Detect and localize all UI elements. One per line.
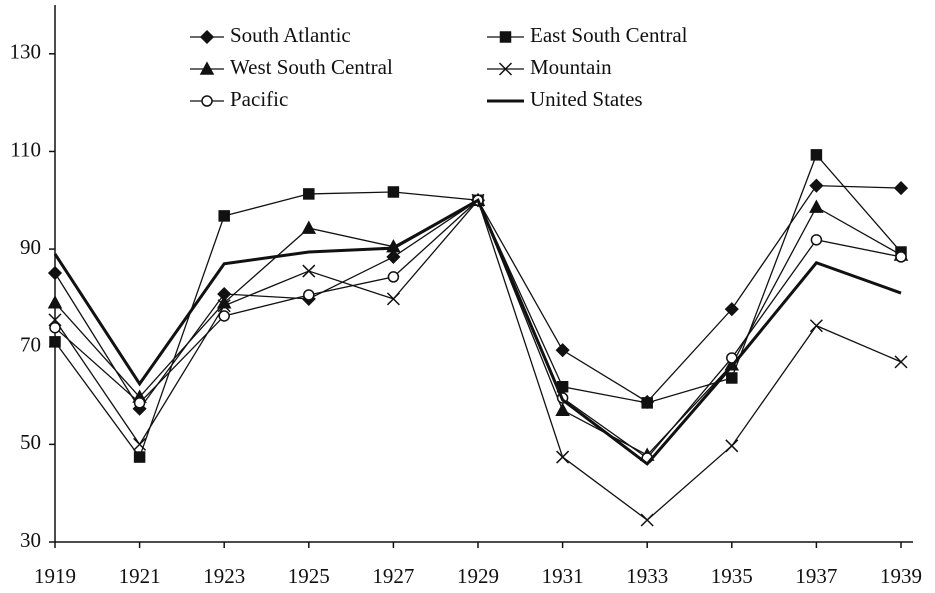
x-tick-label: 1937 <box>795 564 837 588</box>
marker-diamond <box>555 343 570 358</box>
y-tick-label: 110 <box>10 137 41 161</box>
marker-square <box>303 188 315 200</box>
legend-item: West South Central <box>190 55 393 79</box>
y-tick-label: 70 <box>20 333 41 357</box>
x-tick-label: 1925 <box>288 564 330 588</box>
marker-diamond <box>893 181 909 196</box>
x-tick-label: 1939 <box>880 564 922 588</box>
marker-diamond <box>809 178 824 193</box>
x-tick-label: 1927 <box>372 564 414 588</box>
marker-circle <box>810 234 823 246</box>
legend-label: South Atlantic <box>230 23 351 47</box>
marker-x <box>725 439 739 453</box>
legend-label: United States <box>530 87 643 111</box>
marker-triangle <box>47 295 63 309</box>
legend-item: Mountain <box>487 55 612 79</box>
marker-x <box>217 299 231 313</box>
marker-circle <box>303 289 315 301</box>
marker-x <box>386 292 400 306</box>
legend-item: East South Central <box>487 23 688 47</box>
x-tick-label: 1935 <box>711 564 753 588</box>
series-line <box>54 199 902 459</box>
marker-x <box>498 62 513 76</box>
marker-x <box>302 264 316 278</box>
x-tick-label: 1933 <box>626 564 668 588</box>
series-line <box>53 198 902 466</box>
marker-triangle <box>199 61 215 75</box>
y-tick-label: 30 <box>20 528 41 552</box>
marker-x <box>133 437 147 451</box>
y-tick-label: 50 <box>20 430 41 454</box>
legend-label: Pacific <box>230 87 288 111</box>
marker-circle <box>133 397 146 409</box>
marker-diamond <box>47 265 63 281</box>
legend-item: United States <box>487 87 643 111</box>
marker-square <box>133 451 146 463</box>
marker-circle <box>387 271 400 283</box>
marker-circle <box>201 95 213 107</box>
marker-x <box>894 355 908 369</box>
marker-square <box>641 397 653 409</box>
marker-square <box>387 186 400 198</box>
marker-triangle <box>301 220 317 234</box>
x-tick-label: 1931 <box>542 564 584 588</box>
marker-circle <box>218 310 230 322</box>
legend-item: South Atlantic <box>190 23 351 47</box>
legend-label: East South Central <box>530 23 688 47</box>
marker-circle <box>49 321 61 334</box>
marker-triangle <box>555 402 570 416</box>
marker-circle <box>895 251 907 263</box>
marker-x <box>556 450 570 464</box>
marker-square <box>49 336 61 348</box>
marker-x <box>809 319 823 333</box>
x-tick-label: 1923 <box>203 564 245 588</box>
y-tick-label: 130 <box>10 40 42 64</box>
marker-square <box>218 210 230 222</box>
marker-diamond <box>724 302 739 317</box>
marker-diamond <box>386 249 401 264</box>
marker-square <box>726 372 738 384</box>
legend-item: Pacific <box>190 87 288 111</box>
x-tick-label: 1919 <box>34 564 76 588</box>
x-tick-label: 1921 <box>119 564 161 588</box>
legend-label: West South Central <box>230 55 393 79</box>
x-tick-label: 1929 <box>457 564 499 588</box>
legend-label: Mountain <box>530 55 612 79</box>
marker-square <box>499 31 512 43</box>
y-tick-label: 90 <box>20 235 41 259</box>
marker-square <box>810 149 823 161</box>
marker-diamond <box>199 29 215 45</box>
series-line <box>54 199 902 456</box>
marker-triangle <box>809 199 824 213</box>
marker-x <box>640 513 654 527</box>
